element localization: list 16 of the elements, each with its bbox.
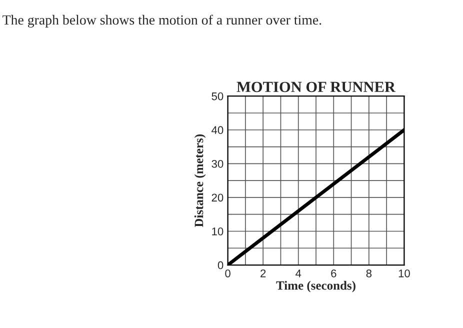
x-axis-title: Time (seconds) (276, 280, 356, 292)
x-tick-label: 6 (331, 269, 336, 278)
x-tick-label: 4 (296, 270, 302, 278)
y-tick-label: 50 (212, 92, 224, 100)
x-tick-label: 0 (225, 269, 230, 278)
y-tick-label: 0 (218, 261, 224, 270)
x-tick-label: 8 (366, 269, 372, 278)
chart-title: MOTION OF RUNNER (236, 82, 396, 92)
x-tick-label: 2 (260, 269, 266, 278)
x-tick-label: 10 (398, 269, 410, 278)
text: The graph below shows the motion of a runner over time. (2, 14, 322, 28)
y-tick-label: 40 (212, 126, 224, 134)
y-axis-title: Distance (meters) (194, 134, 206, 228)
y-tick-label: 30 (212, 160, 224, 168)
y-tick-label: 20 (212, 194, 224, 202)
y-tick-label: 10 (212, 228, 224, 236)
